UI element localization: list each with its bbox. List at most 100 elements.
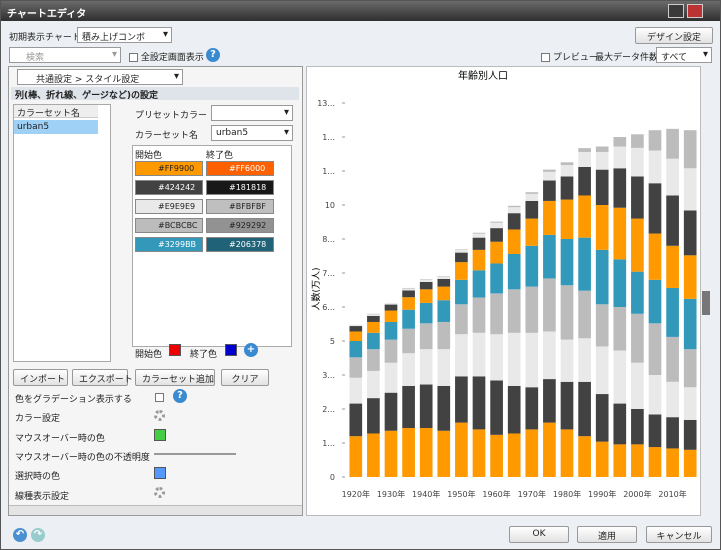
bar-segment	[543, 278, 556, 332]
bar-segment	[402, 385, 415, 429]
redo-icon[interactable]: ↷	[31, 528, 45, 542]
color-cell[interactable]: #424242	[135, 180, 203, 195]
bar-segment	[683, 210, 697, 256]
bar-segment	[613, 207, 627, 260]
bar-segment	[507, 253, 521, 290]
color-cell[interactable]: #FF9900	[135, 161, 203, 176]
x-tick-label: 1930年	[377, 489, 405, 499]
search-box[interactable]: 検索	[9, 47, 121, 63]
import-button[interactable]: インポート	[13, 369, 68, 386]
undo-icon[interactable]: ↶	[13, 528, 27, 542]
bar-segment	[472, 233, 486, 238]
bar-segment	[560, 162, 574, 166]
bar-segment	[507, 289, 521, 333]
bar-segment	[472, 332, 486, 377]
color-cell[interactable]: #181818	[206, 180, 274, 195]
end-color-label: 終了色	[190, 350, 218, 360]
show-all-checkbox[interactable]: 全設定画面表示	[129, 50, 204, 63]
color-cell[interactable]: #FF6000	[206, 161, 274, 176]
close-button[interactable]	[687, 4, 703, 18]
color-cell[interactable]: #BFBFBF	[206, 199, 274, 214]
bar-segment	[578, 338, 591, 382]
bar-segment	[455, 422, 468, 477]
apply-button[interactable]: 適用	[577, 526, 637, 543]
bar-segment	[437, 385, 451, 431]
opacity-slider[interactable]	[154, 453, 236, 455]
gear-icon[interactable]	[154, 410, 165, 421]
design-button[interactable]: デザイン設定	[635, 27, 713, 44]
bar-segment	[472, 429, 486, 477]
splitter-handle[interactable]	[702, 291, 710, 315]
bar-segment	[613, 307, 627, 351]
color-cell[interactable]: #929292	[206, 218, 274, 233]
add-icon[interactable]: +	[244, 343, 258, 357]
start-color-swatch[interactable]	[169, 344, 181, 356]
bar-segment	[578, 151, 591, 167]
checkbox[interactable]	[541, 53, 550, 62]
end-color-swatch[interactable]	[225, 344, 237, 356]
chart-title: 年齢別人口	[458, 69, 508, 82]
bar-segment	[648, 130, 662, 151]
start-color-label: 開始色	[135, 350, 163, 360]
bar-segment	[402, 288, 415, 291]
bar-segment	[507, 433, 521, 477]
bar-segment	[472, 232, 486, 234]
window-title: チャートエディタ	[7, 9, 87, 20]
bar-segment	[578, 290, 591, 339]
color-cell[interactable]: #BCBCBC	[135, 218, 203, 233]
bar-segment	[666, 128, 679, 159]
bar-segment	[595, 394, 609, 442]
name-input[interactable]: urban5	[211, 125, 293, 141]
max-rows-select[interactable]: すべて	[656, 47, 712, 63]
help-icon[interactable]: ?	[173, 389, 187, 403]
bar-segment	[613, 444, 627, 477]
bar-segment	[472, 249, 486, 271]
bar-segment	[402, 428, 415, 477]
color-cell[interactable]: #E9E9E9	[135, 199, 203, 214]
preview-checkbox[interactable]: プレビュー	[541, 50, 598, 63]
cancel-button[interactable]: キャンセル	[646, 526, 712, 543]
bar-segment	[666, 195, 679, 246]
add-colorset-button[interactable]: カラーセット追加	[135, 369, 215, 386]
initial-chart-select[interactable]: 積み上げコンボ	[77, 27, 172, 43]
bar-segment	[455, 334, 468, 377]
clear-button[interactable]: クリア	[221, 369, 269, 386]
horizontal-scrollbar[interactable]	[9, 505, 302, 515]
bar-segment	[455, 304, 468, 335]
gradient-checkbox[interactable]	[155, 393, 164, 402]
y-axis-label: 人数(万人)	[310, 267, 322, 310]
bar-segment	[437, 349, 451, 386]
bar-segment	[648, 323, 662, 375]
bar-segment	[543, 200, 556, 235]
bar-segment	[666, 381, 679, 418]
colorset-item[interactable]: urban5	[14, 120, 98, 134]
bar-segment	[648, 279, 662, 324]
bar-segment	[384, 304, 398, 311]
bar-segment	[543, 169, 556, 172]
checkbox[interactable]	[129, 53, 138, 62]
bar-segment	[419, 281, 433, 290]
bar-segment	[437, 430, 451, 477]
bar-segment	[419, 279, 433, 280]
x-tick-label: 2010年	[658, 489, 686, 499]
settings-tab-select[interactable]: 共通設定 > スタイル設定	[17, 69, 183, 85]
bar-segment	[578, 195, 591, 238]
x-tick-label: 2000年	[623, 489, 651, 499]
bar-segment	[419, 302, 433, 324]
bar-segment	[631, 444, 644, 477]
maximize-button[interactable]	[668, 4, 684, 18]
bar-segment	[683, 419, 697, 450]
gear-icon[interactable]	[154, 487, 165, 498]
bar-segment	[560, 239, 574, 286]
mouseover-color-swatch[interactable]	[154, 429, 166, 441]
color-cell[interactable]: #3299BB	[135, 237, 203, 252]
y-tick-label: 1...	[322, 167, 335, 176]
color-cell[interactable]: #206378	[206, 237, 274, 252]
selection-color-swatch[interactable]	[154, 467, 166, 479]
bar-segment	[437, 278, 451, 287]
export-button[interactable]: エクスポート	[72, 369, 133, 386]
preset-select[interactable]	[211, 105, 293, 121]
bar-segment	[560, 199, 574, 239]
ok-button[interactable]: OK	[509, 526, 569, 543]
help-icon[interactable]: ?	[206, 48, 220, 62]
